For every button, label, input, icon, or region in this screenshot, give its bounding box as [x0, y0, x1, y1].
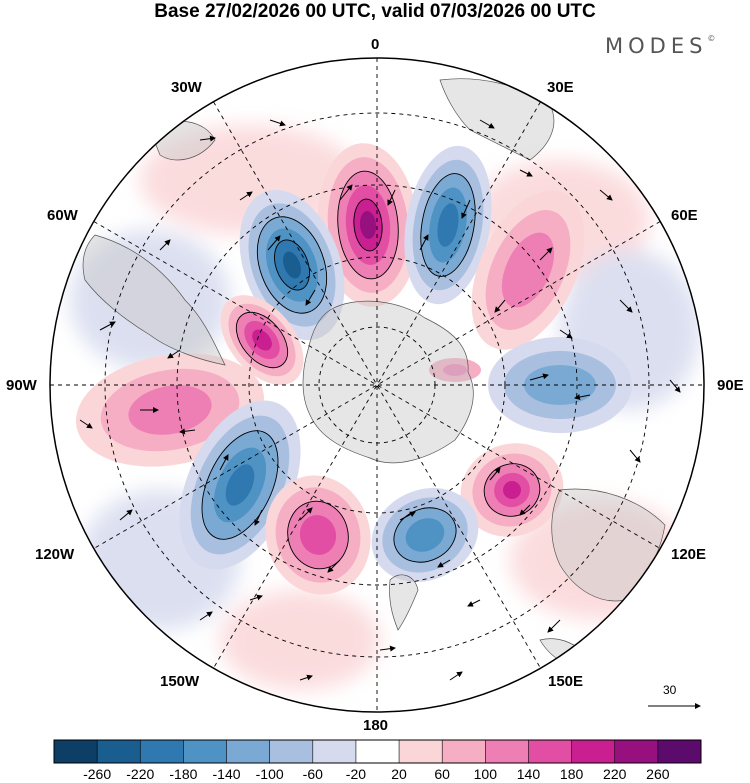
colorbar-tick-label: -20: [345, 766, 367, 782]
colorbar-tick-label: -220: [126, 766, 155, 782]
colorbar: [53, 739, 702, 764]
colorbar-tick-label: 100: [473, 766, 498, 782]
antarctica: [302, 300, 474, 464]
colorbar-swatch: [528, 740, 572, 763]
lon-label-150w: 150W: [160, 673, 200, 690]
positive-center-165w: [265, 475, 371, 595]
colorbar-tick-label: -60: [302, 766, 323, 782]
colorbar-swatch: [355, 740, 400, 763]
landmasses: [82, 78, 666, 665]
lon-label-30w: 30W: [171, 79, 202, 96]
colorbar-tick-label: 220: [603, 766, 627, 782]
colorbar-swatch: [269, 740, 314, 763]
modes-logo: MODES©: [605, 34, 716, 58]
lon-label-30e: 30E: [547, 79, 574, 96]
new-zealand: [389, 574, 419, 631]
lon-label-60e: 60E: [671, 207, 698, 224]
colorbar-swatch: [399, 740, 443, 763]
colorbar-tick-label: 260: [646, 766, 670, 782]
colorbar-swatch: [657, 740, 702, 763]
colorbar-swatch: [140, 740, 184, 763]
wind-vectors: [79, 119, 681, 681]
colorbar-tick-label: 20: [391, 766, 407, 782]
colorbar-border: [53, 739, 702, 764]
positive-center-0: [317, 143, 419, 307]
colorbar-tick-label: -180: [169, 766, 198, 782]
colorbar-tick-label: 180: [559, 766, 584, 782]
lon-label-180: 180: [363, 717, 389, 734]
reference-vector-label: 30: [663, 683, 677, 697]
lon-label-90e: 90E: [717, 377, 744, 394]
colorbar-tick-label: 60: [434, 766, 450, 782]
lon-label-150e: 150E: [548, 673, 584, 690]
colorbar-tick-label: -140: [212, 766, 241, 782]
colorbar-tick-label: -260: [83, 766, 112, 782]
colorbar-tick-label: 140: [516, 766, 541, 782]
negative-center-140w: [179, 400, 301, 570]
colorbar-tick-label: -100: [255, 766, 284, 782]
colorbar-swatch: [614, 740, 659, 763]
graticule: [50, 58, 704, 712]
lon-label-90w: 90W: [6, 377, 37, 394]
colorbar-swatch: [485, 740, 529, 763]
lon-label-0: 0: [371, 36, 380, 53]
map-title: Base 27/02/2026 00 UTC, valid 07/03/2026…: [154, 1, 596, 22]
lon-label-60w: 60W: [47, 207, 78, 224]
colorbar-swatch: [183, 740, 227, 763]
colorbar-swatch: [442, 740, 486, 763]
colorbar-swatch: [97, 740, 141, 763]
lon-label-120w: 120W: [35, 546, 75, 563]
south-america: [82, 234, 226, 366]
lon-label-120e: 120E: [671, 546, 707, 563]
colorbar-swatch: [312, 740, 357, 763]
colorbar-swatch: [226, 740, 270, 763]
colorbar-swatch: [54, 740, 98, 763]
map-boundary: [49, 57, 705, 713]
negative-center-95e: [488, 337, 632, 433]
colorbar-swatch: [571, 740, 616, 763]
